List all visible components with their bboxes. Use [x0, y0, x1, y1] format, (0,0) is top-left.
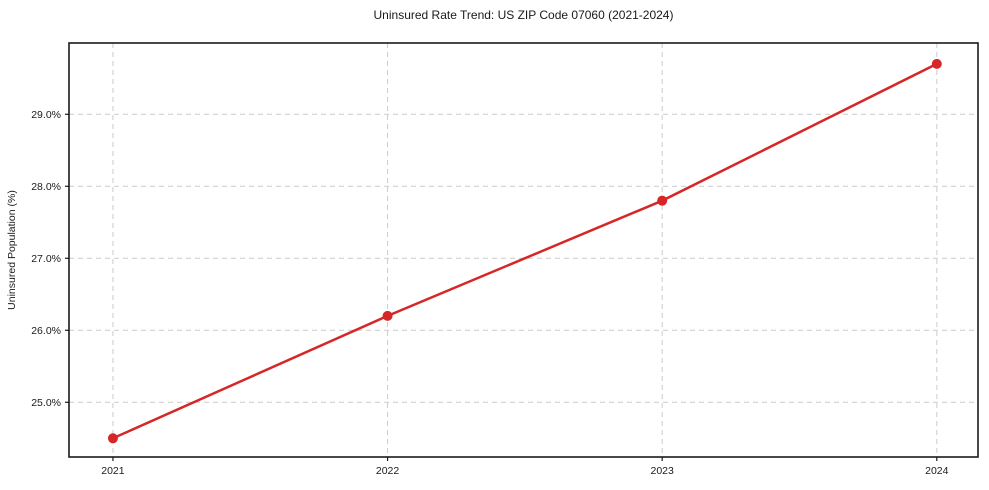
y-tick-label: 25.0% — [31, 397, 61, 409]
y-tick-label: 28.0% — [31, 181, 61, 193]
plot-frame — [68, 42, 979, 458]
x-tick-label: 2023 — [651, 465, 675, 477]
data-point-marker — [382, 310, 393, 321]
trend-line — [111, 62, 939, 440]
data-point-marker — [931, 58, 942, 69]
data-point-marker — [107, 433, 118, 444]
data-point-marker — [657, 195, 668, 206]
x-tick-label: 2021 — [101, 465, 125, 477]
y-axis-label: Uninsured Population (%) — [6, 190, 18, 310]
y-tick-label: 26.0% — [31, 325, 61, 337]
chart-title: Uninsured Rate Trend: US ZIP Code 07060 … — [373, 8, 674, 22]
y-tick-label: 29.0% — [31, 109, 61, 121]
y-tick-label: 27.0% — [31, 253, 61, 265]
x-tick-label: 2024 — [925, 465, 949, 477]
x-tick-label: 2022 — [376, 465, 400, 477]
